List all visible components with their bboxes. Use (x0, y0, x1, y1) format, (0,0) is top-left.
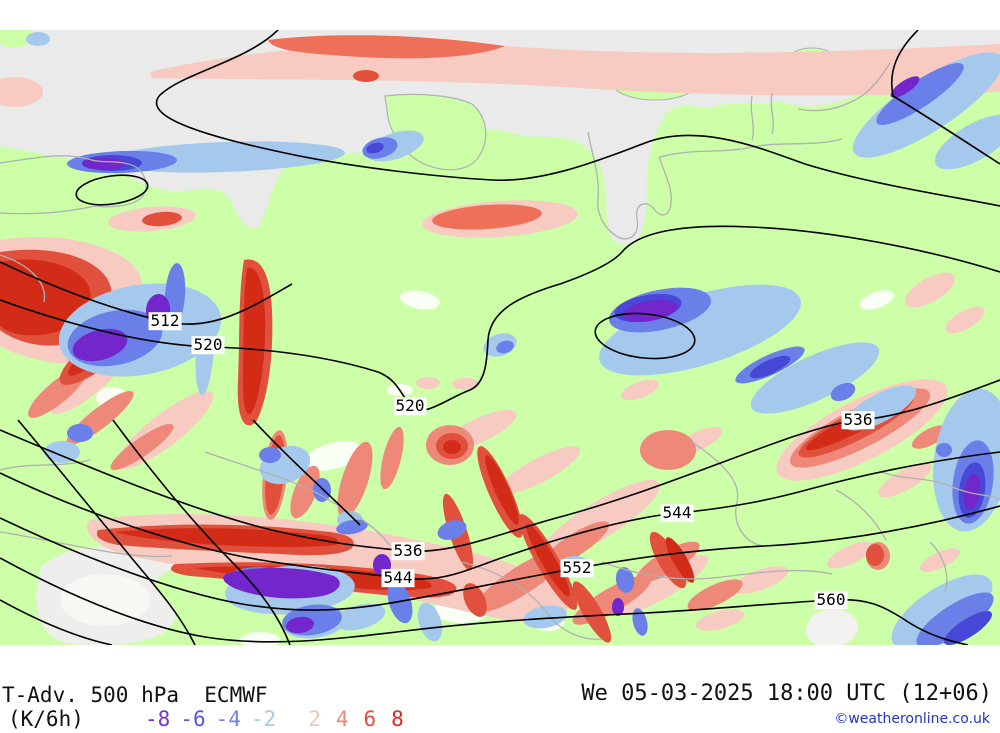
cold-advection-layer (26, 32, 1000, 645)
contour-label: 536 (841, 410, 875, 430)
legend-value: 8 (391, 707, 404, 731)
legend-value: 4 (335, 707, 349, 731)
contour-label: 544 (660, 503, 694, 523)
contour-layer (0, 30, 1000, 645)
color-scale-legend: -8 -6 -4 -2 2 4 6 8 (145, 707, 419, 731)
contour-label: 512 (148, 311, 182, 331)
legend-value: 6 (363, 707, 377, 731)
legend-value: -8 (145, 707, 171, 731)
contour-label: 544 (381, 568, 415, 588)
map-title: T-Adv. 500 hPa ECMWF (2, 683, 268, 707)
map-graphic (0, 30, 1000, 645)
legend-value: -6 (180, 707, 206, 731)
footer: T-Adv. 500 hPa ECMWF (K/6h) -8 -6 -4 -2 2 4 6 8… (0, 645, 1000, 733)
valid-datetime: We 05-03-2025 18:00 UTC (12+06) (581, 681, 992, 706)
legend-value: -2 (250, 707, 277, 731)
legend-value: -4 (215, 707, 241, 731)
contour-label: 560 (814, 590, 848, 610)
contour-label: 520 (393, 396, 427, 416)
contour-label: 536 (391, 541, 425, 561)
contour-label: 520 (191, 335, 225, 355)
copyright-link[interactable]: ©weatheronline.co.uk (834, 711, 990, 727)
legend-value: 2 (308, 707, 321, 731)
legend-units: (K/6h) (8, 707, 84, 731)
contour-label: 552 (560, 558, 594, 578)
weather-map: 512 520 520 536 544 552 560 544 536 (0, 30, 1000, 645)
